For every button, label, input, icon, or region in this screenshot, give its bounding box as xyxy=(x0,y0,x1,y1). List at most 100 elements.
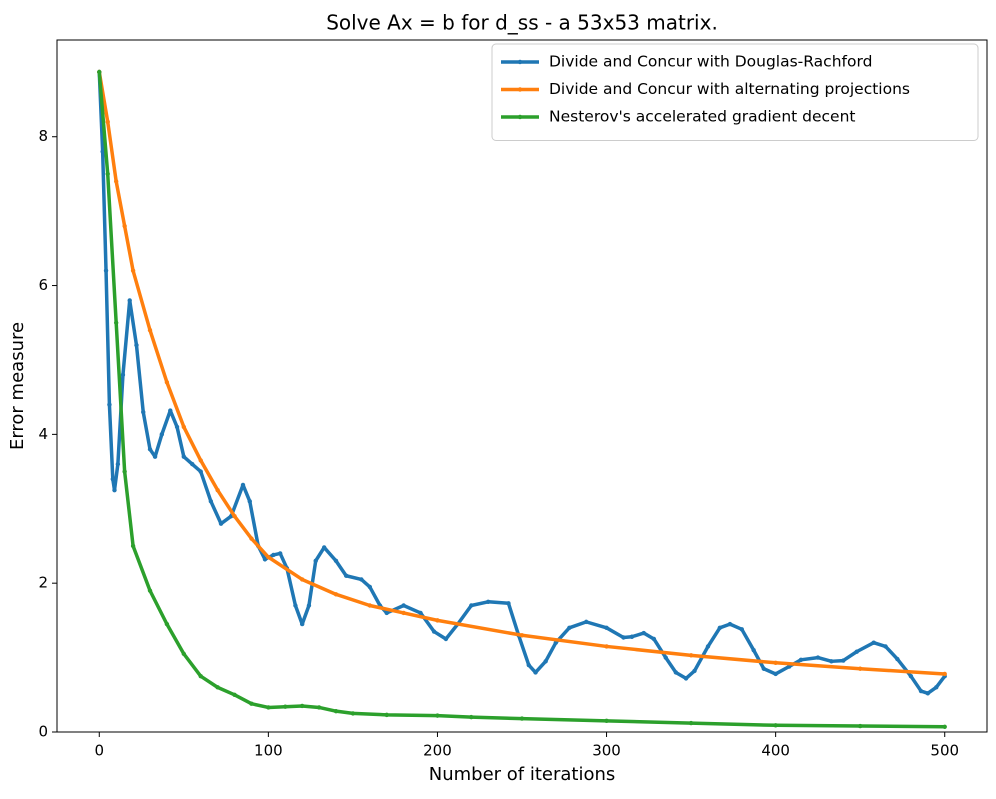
series-marker xyxy=(692,668,697,674)
axes-frame xyxy=(56,39,988,733)
y-tick-label: 4 xyxy=(38,425,48,443)
y-tick-label: 8 xyxy=(38,127,48,145)
x-tick-label: 200 xyxy=(423,742,452,760)
series-marker xyxy=(97,69,102,75)
series-marker xyxy=(198,458,203,463)
series-marker xyxy=(506,601,511,606)
series-marker xyxy=(629,634,635,639)
series-marker xyxy=(164,621,170,627)
series-marker xyxy=(841,658,846,663)
series-marker xyxy=(333,592,339,597)
series-marker xyxy=(283,704,288,709)
series-marker xyxy=(773,723,778,728)
series-marker xyxy=(641,630,646,636)
legend-label: Divide and Concur with alternating proje… xyxy=(549,80,910,98)
series-marker xyxy=(120,372,126,378)
y-tick-label: 6 xyxy=(38,276,48,294)
x-tick-label: 0 xyxy=(94,742,104,760)
series-marker xyxy=(621,635,626,640)
series-marker xyxy=(159,432,165,437)
series-marker xyxy=(705,644,711,649)
legend-box xyxy=(491,43,979,141)
series-marker xyxy=(683,676,689,681)
series-marker xyxy=(232,514,237,519)
legend: Divide and Concur with Douglas-Rachford D… xyxy=(491,43,979,141)
series-marker xyxy=(271,552,276,558)
series-marker xyxy=(190,461,195,467)
x-tick-label: 500 xyxy=(930,742,959,760)
legend-marker xyxy=(517,87,523,92)
series-marker xyxy=(604,625,609,631)
series-marker xyxy=(798,657,804,663)
series-line xyxy=(97,71,945,676)
legend-label: Divide and Concur with Douglas-Rachford xyxy=(549,53,872,71)
series-marker xyxy=(266,554,271,560)
series-marker xyxy=(604,644,609,649)
series-marker xyxy=(249,536,254,541)
series-marker xyxy=(604,718,609,724)
series-marker xyxy=(584,619,589,625)
x-axis-label: Number of iterations xyxy=(429,764,616,785)
series-marker xyxy=(134,342,139,348)
series-marker xyxy=(293,603,298,608)
series-marker xyxy=(418,610,423,616)
series-marker xyxy=(815,655,821,660)
series-marker xyxy=(130,268,136,273)
series-marker xyxy=(350,711,356,716)
series-marker xyxy=(147,327,153,333)
series-marker xyxy=(130,543,136,549)
series-marker xyxy=(918,688,924,694)
series-marker xyxy=(103,268,109,273)
series-marker xyxy=(115,461,121,467)
series-marker xyxy=(181,424,187,430)
series-marker xyxy=(107,402,112,407)
series-marker xyxy=(934,685,939,690)
series-marker xyxy=(673,670,679,675)
x-tick-label: 300 xyxy=(592,742,621,760)
series-marker xyxy=(469,714,474,720)
series-marker xyxy=(247,499,252,504)
y-tick-label: 2 xyxy=(38,574,48,592)
series-marker xyxy=(435,713,440,718)
series-marker xyxy=(895,656,900,662)
series-marker xyxy=(105,119,110,125)
series-marker xyxy=(181,651,187,657)
series-marker xyxy=(485,599,491,604)
series-marker xyxy=(469,603,474,608)
series-marker xyxy=(751,647,756,653)
series-marker xyxy=(883,644,888,649)
series-marker xyxy=(367,584,373,590)
series-marker xyxy=(181,454,187,459)
series-marker xyxy=(321,545,327,550)
series-marker xyxy=(208,499,214,504)
legend-label: Nesterov's accelerated gradient decent xyxy=(549,108,856,126)
series-marker xyxy=(316,705,322,710)
series-marker xyxy=(299,621,305,627)
series-marker xyxy=(343,573,349,578)
series-marker xyxy=(215,685,220,690)
series-marker xyxy=(127,298,132,303)
series-marker xyxy=(688,720,694,726)
series-marker xyxy=(141,409,146,415)
series-marker xyxy=(198,469,203,474)
series-marker xyxy=(112,487,117,493)
y-axis-label: Error measure xyxy=(7,322,28,450)
series-marker xyxy=(533,670,538,675)
series-marker xyxy=(122,469,127,474)
series-marker xyxy=(384,610,389,616)
series-marker xyxy=(174,424,180,430)
series-marker xyxy=(567,625,572,631)
series-marker xyxy=(401,603,406,608)
series-marker xyxy=(761,666,766,671)
legend-marker xyxy=(517,59,523,65)
series-marker xyxy=(908,673,914,679)
series-marker xyxy=(431,629,437,634)
series-marker xyxy=(443,636,449,642)
series-marker xyxy=(829,659,834,664)
series-marker xyxy=(168,408,173,413)
series-marker xyxy=(100,149,105,154)
series-marker xyxy=(232,692,237,697)
series-marker xyxy=(333,708,339,714)
series-marker xyxy=(526,662,531,668)
series-marker xyxy=(367,603,373,608)
